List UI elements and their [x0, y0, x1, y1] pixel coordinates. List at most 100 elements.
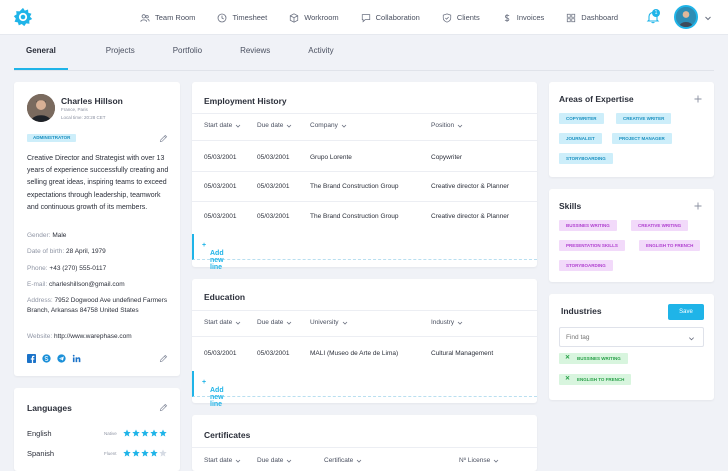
field-label: Address:	[27, 297, 53, 304]
shield-icon	[442, 12, 451, 23]
col-company[interactable]: Company	[310, 122, 347, 129]
star-icon	[132, 429, 140, 437]
language-stars	[123, 449, 168, 457]
tab-general[interactable]: General	[14, 46, 68, 70]
star-icon	[159, 449, 167, 457]
profile-card: Charles Hillson France, Paris Local time…	[14, 82, 180, 376]
col-start-date[interactable]: Start date	[204, 122, 241, 129]
col-certificate[interactable]: Certificate	[324, 457, 362, 464]
nav-collaboration[interactable]: Collaboration	[361, 13, 420, 23]
education-title: Education	[204, 292, 246, 302]
star-icon	[150, 449, 158, 457]
find-tag-select[interactable]	[559, 327, 704, 347]
cell: 05/03/2001	[257, 154, 290, 161]
col-start-date[interactable]: Start date	[204, 319, 241, 326]
tab-reviews[interactable]: Reviews	[240, 46, 271, 55]
expertise-tag[interactable]: CREATIVE WRITER	[616, 113, 672, 124]
field-value[interactable]: http://www.warephase.com	[53, 333, 132, 340]
facebook-icon[interactable]	[27, 354, 36, 363]
cell: Grupo Lorente	[310, 154, 352, 161]
skill-tag[interactable]: ENGLISH TO FRENCH	[639, 240, 701, 251]
remove-x-icon[interactable]: ✕	[565, 355, 571, 361]
skill-tag[interactable]: STORYBOARDING	[559, 260, 613, 271]
gear-logo-icon[interactable]	[12, 6, 34, 28]
skill-tag[interactable]: BUSSINES WRITING	[559, 220, 617, 231]
profile-location: France, Paris	[61, 107, 88, 112]
chevron-down-icon[interactable]	[704, 14, 712, 22]
user-avatar[interactable]	[674, 5, 698, 29]
nav-workroom[interactable]: Workroom	[289, 12, 339, 23]
main-nav: Team Room Timesheet Workroom Collaborati…	[140, 0, 640, 35]
profile-address: Address: 7952 Dogwood Ave undefined Farm…	[27, 296, 172, 316]
star-icon	[141, 449, 149, 457]
add-new-line-button[interactable]: + Add new line	[192, 234, 537, 271]
industry-tag[interactable]: ✕ BUSSINES WRITING	[559, 353, 628, 364]
field-value[interactable]: charleshillson@gmail.com	[49, 281, 125, 288]
employment-history-card: Employment History Start date Due date C…	[192, 82, 537, 271]
col-position[interactable]: Position	[431, 122, 463, 129]
edit-pencil-icon[interactable]	[159, 403, 168, 412]
divider	[192, 171, 537, 172]
telegram-icon[interactable]	[57, 354, 66, 363]
cell: 05/03/2001	[204, 183, 237, 190]
expertise-title: Areas of Expertise	[559, 94, 634, 104]
nav-clients[interactable]: Clients	[442, 12, 480, 23]
field-label: Website:	[27, 333, 53, 340]
nav-timesheet[interactable]: Timesheet	[217, 13, 267, 23]
cube-icon	[290, 12, 299, 23]
plus-icon[interactable]	[694, 202, 702, 210]
save-button[interactable]: Save	[668, 304, 704, 320]
cell: The Brand Construction Group	[310, 213, 399, 220]
column-header: Due date	[257, 319, 284, 326]
edit-pencil-icon[interactable]	[159, 134, 168, 143]
industries-card: Industries Save ✕ BUSSINES WRITING ✕ ENGLI…	[549, 294, 714, 400]
profile-avatar	[27, 94, 55, 122]
edit-pencil-icon[interactable]	[159, 354, 168, 363]
profile-photo-icon	[27, 94, 55, 122]
col-start-date[interactable]: Start date	[204, 457, 241, 464]
tab-portfolio[interactable]: Portfolio	[172, 46, 203, 55]
users-icon	[140, 13, 150, 22]
find-tag-input[interactable]	[566, 332, 676, 343]
profile-dob: Date of birth: 28 April, 1979	[27, 247, 172, 257]
remove-x-icon[interactable]: ✕	[565, 376, 571, 382]
add-new-line-button[interactable]: + Add new line	[192, 371, 537, 408]
star-icon	[123, 449, 131, 457]
skype-icon[interactable]	[42, 354, 51, 363]
nav-label: Workroom	[304, 13, 339, 22]
areas-of-expertise-card: Areas of Expertise COPYWRITER CREATIVE W…	[549, 82, 714, 177]
chevron-down-icon	[689, 337, 694, 341]
expertise-tag[interactable]: PROJECT MANAGER	[612, 133, 672, 144]
field-value: Male	[52, 232, 67, 239]
col-due-date[interactable]: Due date	[257, 122, 292, 129]
linkedin-icon[interactable]	[72, 354, 81, 363]
skill-tag[interactable]: PRESENTATION SKILLS	[559, 240, 625, 251]
plus-icon[interactable]	[694, 95, 702, 103]
tabs-divider	[14, 70, 714, 71]
col-industry[interactable]: Industry	[431, 319, 463, 326]
cell: Cultural Management	[431, 350, 494, 357]
col-due-date[interactable]: Due date	[257, 457, 292, 464]
expertise-tag[interactable]: JOURNALIST	[559, 133, 602, 144]
col-university[interactable]: University	[310, 319, 348, 326]
industry-tag[interactable]: ✕ ENGLISH TO FRENCH	[559, 374, 632, 385]
column-header: Start date	[204, 457, 233, 464]
col-license[interactable]: Nº License	[459, 457, 499, 464]
nav-invoices[interactable]: Invoices	[502, 13, 544, 23]
tab-projects[interactable]: Projects	[105, 46, 135, 55]
top-navigation-bar: Team Room Timesheet Workroom Collaborati…	[0, 0, 728, 35]
language-level: Native	[104, 431, 117, 436]
star-icon	[141, 429, 149, 437]
column-header: Certificate	[324, 457, 354, 464]
clock-icon	[218, 13, 227, 22]
tab-activity[interactable]: Activity	[308, 46, 334, 55]
column-header: Start date	[204, 319, 233, 326]
col-due-date[interactable]: Due date	[257, 319, 292, 326]
nav-team-room[interactable]: Team Room	[140, 13, 195, 23]
skill-tag[interactable]: CREATIVE WRITING	[631, 220, 689, 231]
expertise-tag[interactable]: COPYWRITER	[559, 113, 604, 124]
certificates-title: Certificates	[204, 430, 251, 440]
nav-dashboard[interactable]: Dashboard	[566, 13, 618, 23]
expertise-tag[interactable]: STORYBOARDING	[559, 153, 613, 164]
cell: 05/03/2001	[257, 350, 290, 357]
